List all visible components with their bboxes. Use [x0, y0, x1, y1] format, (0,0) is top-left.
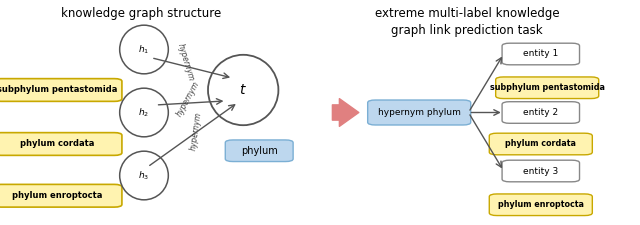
FancyBboxPatch shape — [0, 133, 122, 155]
Text: extreme multi-label knowledge
graph link prediction task: extreme multi-label knowledge graph link… — [375, 7, 559, 37]
Text: subphylum pentastomida: subphylum pentastomida — [0, 86, 118, 94]
Text: subphylum pentastomida: subphylum pentastomida — [490, 83, 605, 92]
Text: hypernym: hypernym — [189, 111, 204, 151]
Text: knowledge graph structure: knowledge graph structure — [61, 7, 221, 20]
Text: $h_1$: $h_1$ — [138, 43, 150, 56]
Text: hypernym: hypernym — [176, 42, 196, 82]
Ellipse shape — [120, 88, 168, 137]
FancyBboxPatch shape — [0, 184, 122, 207]
Text: hypernym: hypernym — [175, 79, 201, 118]
Text: $h_2$: $h_2$ — [138, 106, 150, 119]
Ellipse shape — [120, 151, 168, 200]
FancyBboxPatch shape — [489, 194, 593, 216]
FancyBboxPatch shape — [225, 140, 293, 162]
Ellipse shape — [208, 55, 278, 125]
Text: entity 3: entity 3 — [523, 166, 559, 176]
Text: phylum cordata: phylum cordata — [20, 140, 95, 148]
Ellipse shape — [120, 25, 168, 74]
Text: entity 1: entity 1 — [523, 50, 559, 58]
FancyBboxPatch shape — [495, 77, 599, 99]
FancyArrowPatch shape — [332, 99, 359, 126]
Text: phylum enroptocta: phylum enroptocta — [498, 200, 584, 209]
FancyBboxPatch shape — [489, 133, 593, 155]
FancyBboxPatch shape — [367, 100, 471, 125]
Text: hypernym phylum: hypernym phylum — [378, 108, 461, 117]
FancyBboxPatch shape — [502, 102, 580, 123]
Text: phylum: phylum — [241, 146, 278, 156]
FancyBboxPatch shape — [502, 43, 580, 65]
Text: entity 2: entity 2 — [524, 108, 558, 117]
FancyBboxPatch shape — [0, 79, 122, 101]
Text: $t$: $t$ — [239, 83, 247, 97]
Text: phylum cordata: phylum cordata — [506, 140, 576, 148]
Text: phylum enroptocta: phylum enroptocta — [12, 191, 103, 200]
FancyBboxPatch shape — [502, 160, 580, 182]
Text: $h_3$: $h_3$ — [138, 169, 150, 182]
